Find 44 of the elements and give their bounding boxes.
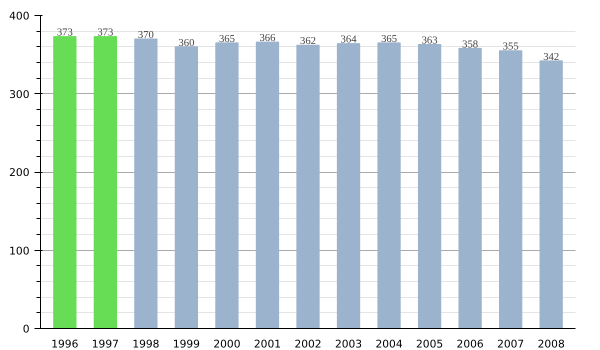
y-tick-label: 0	[22, 322, 30, 336]
bar	[94, 36, 117, 328]
data-label: 370	[138, 30, 154, 41]
x-tick-label: 2006	[456, 338, 484, 350]
bar	[134, 38, 158, 328]
x-tick-label: 1996	[51, 338, 79, 350]
data-label: 355	[502, 42, 519, 53]
data-label: 365	[218, 34, 235, 45]
x-tick-label: 2002	[294, 338, 322, 350]
bar	[377, 42, 401, 328]
x-tick-label: 2005	[416, 338, 444, 350]
bar	[174, 46, 198, 328]
y-tick-label: 200	[9, 166, 30, 179]
y-tick-label: 100	[9, 244, 30, 258]
data-label: 373	[56, 28, 73, 39]
x-tick-label: 2004	[376, 338, 403, 350]
y-tick-label: 400	[9, 10, 30, 22]
data-label: 365	[381, 34, 398, 45]
bar	[256, 42, 280, 328]
data-label: 373	[97, 28, 114, 39]
data-label: 363	[422, 35, 438, 46]
data-label: 360	[178, 38, 194, 49]
x-tick-label: 1999	[172, 338, 200, 350]
x-tick-label: 1998	[132, 338, 160, 350]
bar	[458, 48, 482, 328]
y-tick-label: 300	[9, 88, 30, 101]
data-label: 358	[462, 39, 478, 50]
x-tick-label: 2001	[254, 338, 282, 350]
bar	[53, 36, 76, 328]
bar	[418, 44, 442, 328]
bar	[215, 42, 239, 328]
data-label: 366	[259, 33, 276, 44]
bar	[540, 60, 563, 328]
bar	[296, 44, 320, 328]
x-tick-label: 1997	[92, 338, 119, 350]
x-tick-label: 2003	[334, 338, 362, 350]
x-tick-label: 2000	[213, 338, 241, 350]
data-label: 342	[543, 52, 560, 63]
data-label: 362	[300, 36, 316, 48]
data-label: 364	[340, 34, 358, 46]
x-tick-label: 2007	[497, 338, 524, 350]
x-tick-label: 2008	[538, 338, 565, 350]
bar	[336, 43, 360, 328]
bar	[499, 50, 522, 328]
